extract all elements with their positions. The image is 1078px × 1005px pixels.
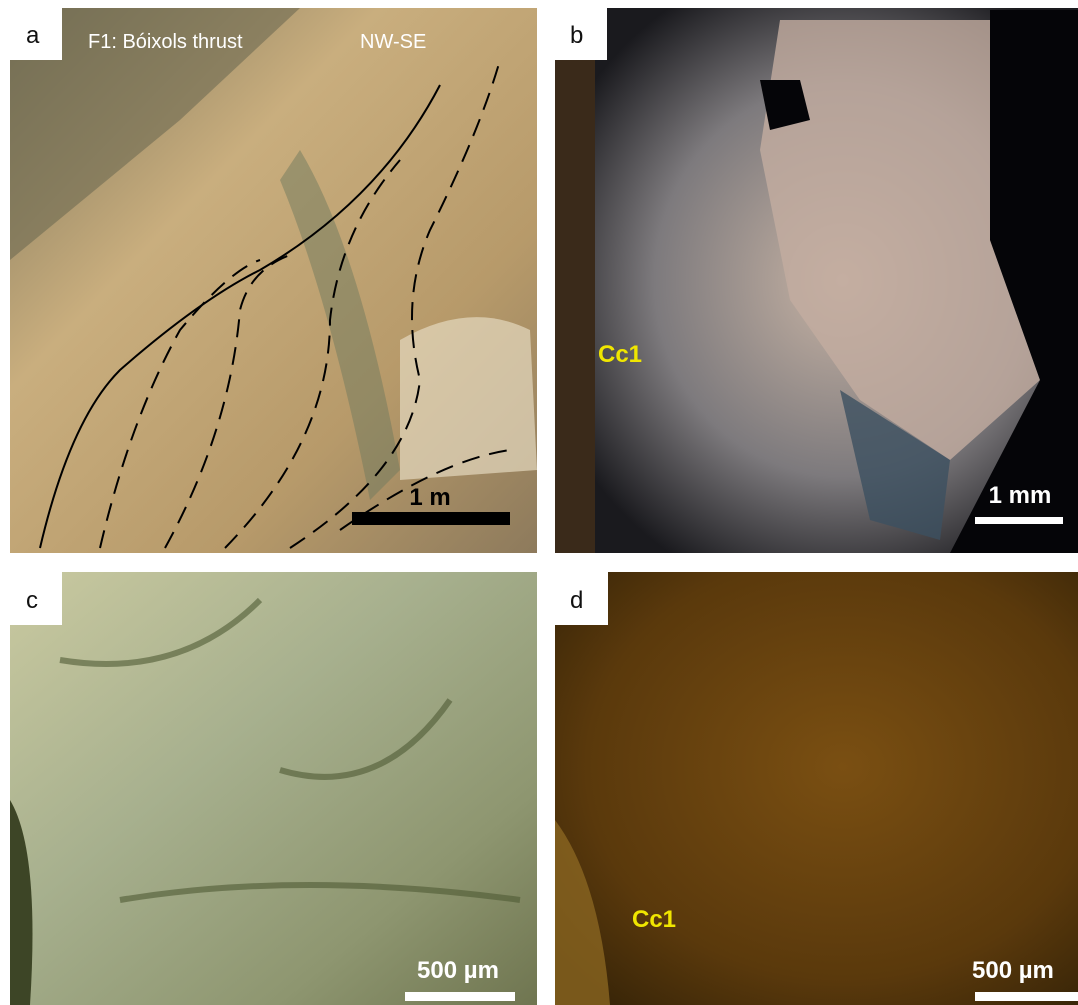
panel-label: a bbox=[26, 22, 40, 49]
scale-bar bbox=[352, 512, 510, 525]
scale-bar bbox=[975, 517, 1063, 524]
wall bbox=[555, 8, 595, 553]
label-box bbox=[10, 8, 62, 60]
fractures bbox=[59, 597, 521, 903]
panel-c: c 500 µm bbox=[10, 572, 537, 1005]
crystal bbox=[760, 80, 810, 130]
scale-label: 1 mm bbox=[989, 482, 1052, 509]
photo bbox=[555, 572, 1078, 1005]
scale-label: 500 µm bbox=[972, 957, 1054, 984]
orientation: NW-SE bbox=[360, 31, 426, 53]
mineral-label: Cc1 bbox=[598, 341, 642, 368]
crystal bbox=[760, 20, 1040, 460]
photo bbox=[10, 572, 537, 1005]
scale-label: 1 m bbox=[409, 484, 450, 511]
panel-b: b Cc1 1 mm bbox=[555, 8, 1078, 553]
rock bbox=[400, 317, 537, 480]
panel-d: d Cc1 500 µm bbox=[555, 572, 1078, 1005]
crystal bbox=[840, 390, 950, 540]
panel-label: b bbox=[570, 22, 583, 49]
scale-label: 500 µm bbox=[417, 957, 499, 984]
label-box bbox=[555, 572, 608, 625]
vegetation bbox=[10, 8, 300, 260]
panel-label: c bbox=[26, 587, 38, 614]
scale-bar bbox=[405, 992, 515, 1001]
panel-a: a F1: Bóixols thrust NW-SE 1 m bbox=[10, 8, 537, 553]
label-box bbox=[10, 572, 62, 625]
scale-bar bbox=[975, 992, 1078, 1001]
void bbox=[950, 10, 1078, 553]
dark-area bbox=[10, 800, 33, 1005]
panel-label: d bbox=[570, 587, 583, 614]
mineral-label: Cc1 bbox=[632, 906, 676, 933]
label-box bbox=[555, 8, 607, 60]
bright-area bbox=[555, 820, 610, 1005]
panel-title: F1: Bóixols thrust bbox=[88, 31, 243, 53]
